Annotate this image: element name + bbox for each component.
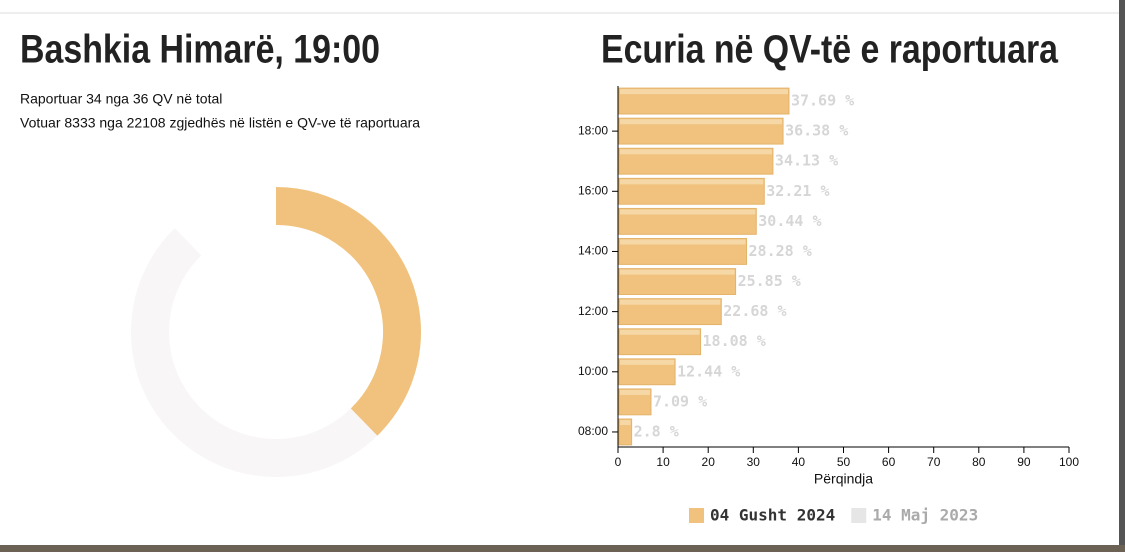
x-tick-label: 90 bbox=[1017, 455, 1031, 469]
value-label: 22.68 % bbox=[723, 302, 786, 320]
legend-swatch bbox=[689, 508, 704, 523]
x-axis-label: Përqindja bbox=[814, 471, 873, 487]
bar-highlight bbox=[620, 89, 788, 95]
info-line: Raportuar 34 nga 36 QV në total bbox=[20, 91, 222, 107]
value-label: 7.09 % bbox=[653, 392, 707, 410]
right-edge bbox=[1119, 0, 1125, 552]
x-tick-label: 70 bbox=[927, 455, 941, 469]
title: Bashkia Himarë, 19:00 bbox=[20, 28, 380, 72]
legend-swatch bbox=[851, 508, 867, 523]
bar-highlight bbox=[620, 389, 650, 395]
x-tick-label: 0 bbox=[615, 455, 622, 469]
y-tick-label: 14:00 bbox=[578, 244, 608, 258]
x-tick-label: 60 bbox=[882, 455, 896, 469]
bar-highlight bbox=[620, 269, 735, 275]
y-tick-label: 16:00 bbox=[578, 183, 608, 197]
x-tick-label: 20 bbox=[702, 455, 716, 469]
bar-highlight bbox=[620, 209, 756, 215]
bar bbox=[618, 418, 633, 446]
legend-label[interactable]: 04 Gusht 2024 bbox=[710, 506, 835, 525]
value-label: 25.85 % bbox=[738, 272, 801, 290]
value-label: 34.13 % bbox=[775, 152, 838, 170]
legend-label[interactable]: 14 Maj 2023 bbox=[872, 506, 978, 525]
x-tick-label: 10 bbox=[656, 455, 670, 469]
bar-highlight bbox=[620, 119, 783, 125]
y-tick-label: 08:00 bbox=[578, 424, 608, 438]
info-line: Votuar 8333 nga 22108 zgjedhës në listën… bbox=[20, 115, 420, 131]
donut-segment bbox=[131, 228, 378, 477]
value-label: 28.28 % bbox=[749, 242, 812, 260]
y-tick-label: 18:00 bbox=[578, 123, 608, 137]
x-tick-label: 30 bbox=[747, 455, 761, 469]
bar-highlight bbox=[620, 329, 700, 335]
value-label: 32.21 % bbox=[766, 182, 829, 200]
value-label: 30.44 % bbox=[758, 212, 821, 230]
x-tick-label: 50 bbox=[837, 455, 851, 469]
y-tick-label: 10:00 bbox=[578, 364, 608, 378]
bar-highlight bbox=[620, 420, 631, 426]
x-tick-label: 100 bbox=[1059, 455, 1079, 469]
value-label: 18.08 % bbox=[703, 332, 766, 350]
value-label: 2.8 % bbox=[634, 422, 679, 440]
bar-highlight bbox=[620, 179, 764, 185]
value-label: 12.44 % bbox=[677, 362, 740, 380]
bar-highlight bbox=[620, 299, 721, 305]
value-label: 37.69 % bbox=[791, 92, 854, 110]
y-tick-label: 12:00 bbox=[578, 304, 608, 318]
bar-highlight bbox=[620, 239, 746, 245]
x-tick-label: 40 bbox=[792, 455, 806, 469]
bar-highlight bbox=[620, 359, 675, 365]
value-label: 36.38 % bbox=[785, 122, 848, 140]
x-tick-label: 80 bbox=[972, 455, 986, 469]
bar-highlight bbox=[620, 149, 772, 155]
chart-title: Ecuria në QV-të e raportuara bbox=[601, 28, 1059, 72]
bottom-edge bbox=[0, 545, 1125, 552]
donut-segment bbox=[275, 187, 421, 436]
